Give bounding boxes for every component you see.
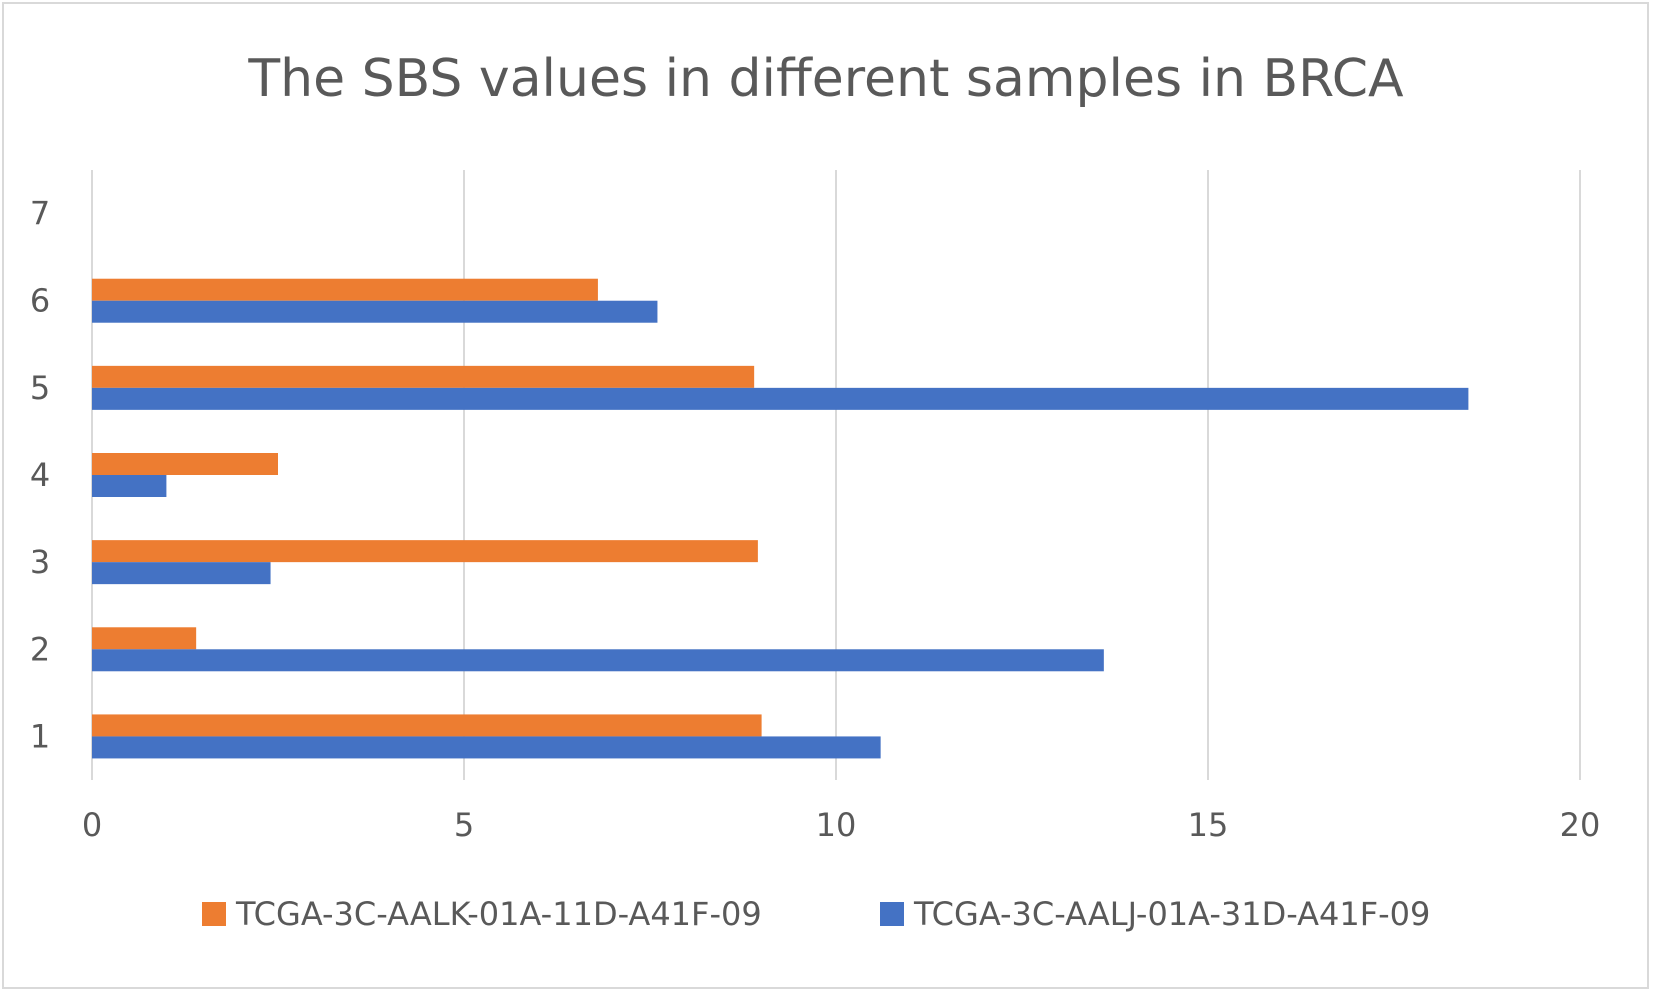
bar-series-2-cat-2 — [92, 649, 1104, 672]
bar-series-2-cat-5 — [92, 387, 1469, 410]
x-tick-label: 20 — [1560, 806, 1601, 844]
bar-series-2-cat-1 — [92, 736, 881, 759]
bar-series-1-cat-2 — [92, 627, 197, 650]
x-tick-label: 15 — [1188, 806, 1229, 844]
y-tick-label: 6 — [30, 282, 50, 320]
legend: TCGA-3C-AALK-01A-11D-A41F-09 TCGA-3C-AALJ… — [202, 895, 1430, 933]
legend-label: TCGA-3C-AALK-01A-11D-A41F-09 — [235, 895, 762, 933]
legend-swatch — [202, 902, 226, 926]
y-tick-label: 4 — [30, 456, 50, 494]
x-tick-label: 5 — [454, 806, 474, 844]
legend-label: TCGA-3C-AALJ-01A-31D-A41F-09 — [913, 895, 1430, 933]
x-tick-label: 10 — [816, 806, 857, 844]
y-tick-label: 1 — [30, 717, 50, 755]
y-tick-label: 7 — [30, 195, 50, 233]
bar-series-1-cat-4 — [92, 453, 278, 475]
chart-title: The SBS values in different samples in B… — [247, 49, 1404, 109]
y-axis-ticks: 1 2 3 4 5 6 7 — [30, 195, 50, 756]
bar-series-2-cat-4 — [92, 475, 167, 497]
bar-series-2-cat-3 — [92, 562, 271, 585]
bar-series-1-cat-3 — [92, 540, 758, 563]
gridlines — [91, 170, 1581, 780]
y-tick-label: 5 — [30, 369, 50, 407]
y-tick-label: 2 — [30, 630, 50, 668]
x-tick-label: 0 — [82, 806, 102, 844]
legend-swatch — [880, 902, 904, 926]
bar-series-1-cat-6 — [92, 278, 598, 301]
bar-series-1-cat-5 — [92, 365, 755, 388]
bar-series-1-cat-1 — [92, 714, 762, 737]
x-axis-ticks: 0 5 10 15 20 — [82, 806, 1601, 844]
bars — [92, 278, 1469, 759]
bar-series-2-cat-6 — [92, 300, 658, 323]
y-tick-label: 3 — [30, 543, 50, 581]
